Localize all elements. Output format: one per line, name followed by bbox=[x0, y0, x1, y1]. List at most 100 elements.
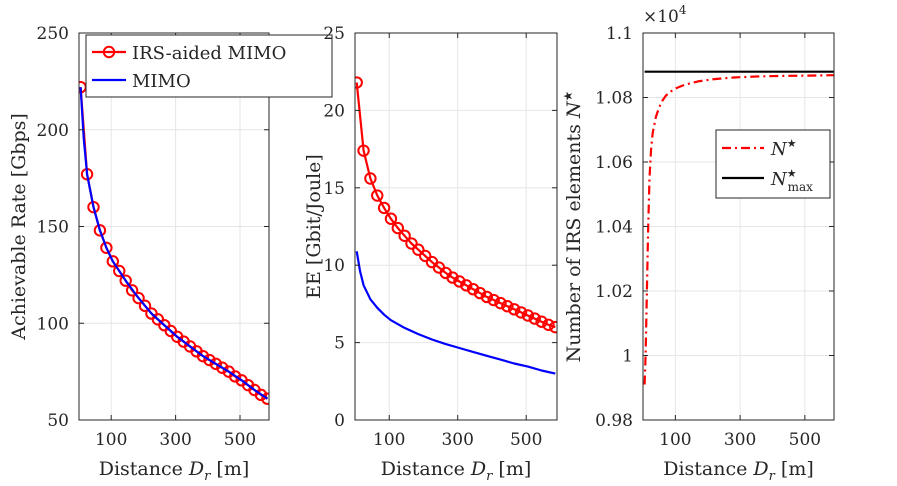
data-point bbox=[138, 299, 152, 313]
y-tick-label: 1.02 bbox=[595, 282, 633, 302]
data-point bbox=[209, 357, 223, 371]
x-axis-label-symbol: D bbox=[188, 458, 204, 480]
y-tick-label: 10 bbox=[323, 256, 345, 276]
y-tick-label: 1.1 bbox=[606, 24, 633, 44]
legend-marker bbox=[102, 45, 116, 59]
y-tick-label: 1.08 bbox=[595, 89, 633, 109]
data-point bbox=[405, 237, 418, 250]
y-tick-label: 25 bbox=[323, 24, 345, 44]
data-point bbox=[466, 282, 480, 296]
x-axis-label-sub: r bbox=[486, 469, 493, 484]
y-tick-label: 200 bbox=[37, 121, 69, 141]
data-point bbox=[355, 76, 363, 89]
x-axis-label: Distance Dr [m] bbox=[99, 458, 250, 484]
y-axis-label: Achievable Rate [Gbps] bbox=[8, 113, 30, 341]
plot-area bbox=[355, 76, 557, 375]
data-point bbox=[514, 306, 528, 319]
y-exponent-power: 4 bbox=[679, 3, 687, 17]
x-tick-label: 300 bbox=[441, 430, 473, 450]
y-axis-label-symbol: N bbox=[563, 100, 585, 119]
data-point bbox=[125, 284, 139, 297]
y-axis-label-star: ★ bbox=[561, 91, 575, 102]
x-axis-label-text: Distance bbox=[663, 458, 753, 480]
data-point bbox=[228, 370, 242, 383]
x-axis-label-unit: [m] bbox=[492, 458, 531, 480]
axes-box bbox=[354, 32, 558, 421]
series-line-mimo bbox=[79, 87, 269, 400]
y-tick-label: 15 bbox=[323, 179, 345, 199]
x-tick-label: 100 bbox=[95, 430, 127, 450]
data-point bbox=[113, 264, 126, 278]
data-point bbox=[216, 361, 229, 374]
data-point bbox=[473, 286, 487, 300]
y-tick-label: 0 bbox=[334, 411, 345, 431]
legend-entry-label: IRS-aided MIMO bbox=[132, 43, 286, 64]
x-axis-label-symbol: D bbox=[752, 458, 768, 480]
x-tick-label: 100 bbox=[373, 430, 405, 450]
x-tick-label: 500 bbox=[789, 430, 821, 450]
x-axis-label: Distance Dr [m] bbox=[663, 458, 814, 484]
legend-box bbox=[85, 34, 333, 98]
data-point bbox=[384, 212, 398, 225]
y-tick-label: 20 bbox=[323, 101, 345, 121]
plot-area bbox=[79, 80, 269, 405]
data-point bbox=[535, 315, 548, 328]
y-tick-label: 1.06 bbox=[595, 153, 633, 173]
legend-entry-label: N★ max bbox=[770, 167, 813, 194]
data-point bbox=[487, 293, 500, 307]
data-point bbox=[446, 271, 459, 284]
x-tick-label: 300 bbox=[159, 430, 191, 450]
series-line-n- bbox=[643, 74, 834, 385]
legend-star: ★ bbox=[787, 137, 797, 150]
data-point bbox=[391, 221, 404, 235]
x-axis-label-sub: r bbox=[204, 469, 211, 484]
data-point bbox=[254, 388, 268, 402]
data-point bbox=[364, 172, 377, 185]
data-point bbox=[412, 243, 425, 256]
legend-sub: max bbox=[788, 180, 814, 194]
x-axis-label: Distance Dr [m] bbox=[381, 458, 532, 484]
data-point bbox=[508, 303, 521, 316]
data-point bbox=[196, 349, 210, 363]
x-tick-label: 100 bbox=[659, 430, 691, 450]
data-point bbox=[203, 353, 216, 367]
series-line-mimo bbox=[355, 251, 556, 375]
legend-box bbox=[715, 129, 831, 199]
data-point bbox=[501, 300, 514, 313]
y-tick-label: 100 bbox=[37, 314, 69, 334]
data-point bbox=[106, 255, 120, 268]
x-axis-label-symbol: D bbox=[470, 458, 486, 480]
data-point bbox=[398, 229, 411, 242]
y-tick-label: 1.04 bbox=[595, 218, 633, 238]
chart-panel-2: 100 300 500 0 5 10 15 20 25 Distance Dr [m] EE [Gb… bbox=[303, 24, 558, 484]
legend-entry-label: N★ bbox=[770, 137, 797, 160]
chart-panel-3: 100 300 500 0.98 1 1.02 1.04 1.06 1.08 1.1 Distanc… bbox=[561, 3, 835, 484]
data-point bbox=[480, 290, 494, 304]
data-point bbox=[542, 318, 555, 331]
x-axis-label-text: Distance bbox=[99, 458, 189, 480]
data-point bbox=[119, 274, 132, 287]
y-tick-label: 50 bbox=[47, 411, 69, 431]
data-point bbox=[261, 392, 269, 405]
series-line-irs-aided-mimo bbox=[355, 82, 556, 329]
data-point bbox=[93, 224, 107, 237]
y-axis-label: EE [Gbit/Joule] bbox=[303, 154, 325, 299]
y-tick-label: 5 bbox=[334, 334, 345, 354]
y-axis-label: Number of IRS elements N★ bbox=[561, 91, 585, 363]
x-axis-label-unit: [m] bbox=[775, 458, 814, 480]
y-axis-label-text: Number of IRS elements bbox=[563, 118, 585, 362]
y-tick-label: 0.98 bbox=[595, 411, 633, 431]
data-point bbox=[418, 249, 432, 263]
data-point bbox=[549, 320, 557, 334]
x-axis-label-text: Distance bbox=[381, 458, 471, 480]
data-point bbox=[377, 201, 391, 215]
legend-entry-label: MIMO bbox=[132, 71, 191, 92]
y-exponent-label: ×104 bbox=[643, 3, 687, 27]
data-point bbox=[453, 275, 466, 288]
data-point bbox=[100, 241, 113, 254]
legend-symbol: N bbox=[770, 169, 788, 190]
legend-symbol: N bbox=[770, 139, 788, 160]
data-point bbox=[132, 291, 145, 305]
x-tick-label: 500 bbox=[224, 430, 256, 450]
